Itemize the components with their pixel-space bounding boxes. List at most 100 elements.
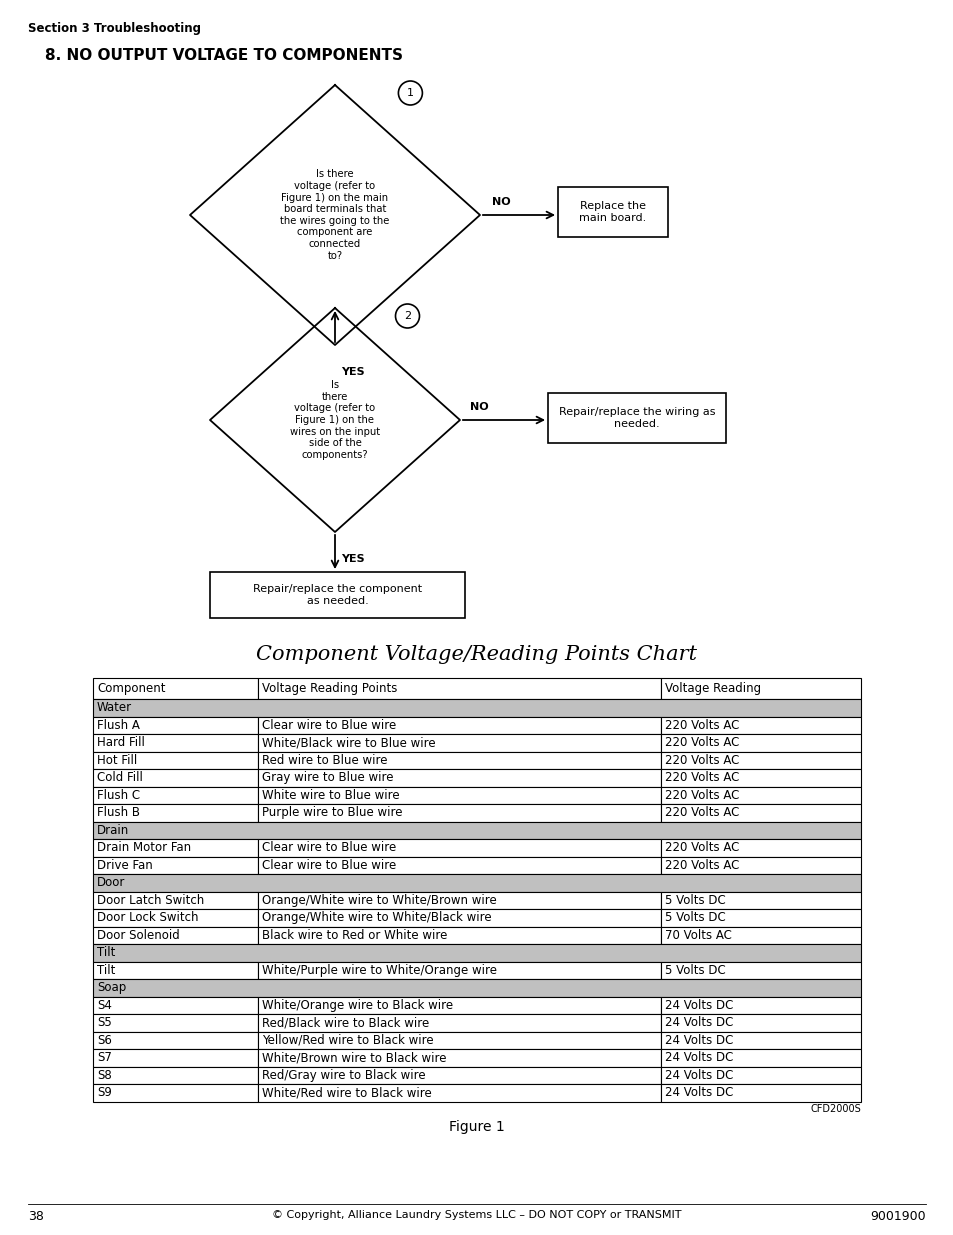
Text: S4: S4 <box>97 999 112 1011</box>
Bar <box>92 1031 258 1049</box>
Bar <box>258 1031 660 1049</box>
Bar <box>660 857 861 874</box>
Text: Cold Fill: Cold Fill <box>97 771 143 784</box>
Bar <box>92 1049 258 1067</box>
Text: Section 3 Troubleshooting: Section 3 Troubleshooting <box>28 22 201 35</box>
Bar <box>660 909 861 926</box>
Bar <box>660 892 861 909</box>
Text: 5 Volts DC: 5 Volts DC <box>664 894 725 906</box>
Text: 2: 2 <box>403 311 411 321</box>
Text: Door Latch Switch: Door Latch Switch <box>97 894 204 906</box>
Text: Repair/replace the component
as needed.: Repair/replace the component as needed. <box>253 584 421 606</box>
Bar <box>660 962 861 979</box>
Text: White wire to Blue wire: White wire to Blue wire <box>262 789 399 802</box>
Text: Clear wire to Blue wire: Clear wire to Blue wire <box>262 841 395 855</box>
Bar <box>258 1084 660 1102</box>
Text: Water: Water <box>97 701 132 714</box>
Bar <box>660 1014 861 1031</box>
Bar <box>660 997 861 1014</box>
Text: Red/Black wire to Black wire: Red/Black wire to Black wire <box>262 1016 429 1029</box>
Bar <box>258 716 660 734</box>
Text: Flush A: Flush A <box>97 719 140 732</box>
Bar <box>258 678 660 699</box>
Bar <box>92 892 258 909</box>
Bar <box>92 997 258 1014</box>
Bar <box>92 839 258 857</box>
Text: 24 Volts DC: 24 Volts DC <box>664 1068 733 1082</box>
Text: Door: Door <box>97 877 125 889</box>
Bar <box>92 787 258 804</box>
Text: YES: YES <box>340 367 364 377</box>
Text: Purple wire to Blue wire: Purple wire to Blue wire <box>262 806 402 819</box>
Text: S5: S5 <box>97 1016 112 1029</box>
Text: 220 Volts AC: 220 Volts AC <box>664 789 739 802</box>
Text: 24 Volts DC: 24 Volts DC <box>664 1016 733 1029</box>
Text: 9001900: 9001900 <box>869 1210 925 1223</box>
Text: 5 Volts DC: 5 Volts DC <box>664 963 725 977</box>
Bar <box>660 1084 861 1102</box>
Text: 70 Volts AC: 70 Volts AC <box>664 929 732 942</box>
Bar <box>92 699 861 716</box>
Bar <box>258 787 660 804</box>
Bar <box>258 752 660 769</box>
Text: 24 Volts DC: 24 Volts DC <box>664 1087 733 1099</box>
Text: White/Brown wire to Black wire: White/Brown wire to Black wire <box>262 1051 446 1065</box>
Bar <box>660 769 861 787</box>
Bar <box>547 393 725 443</box>
Bar <box>258 909 660 926</box>
Text: Clear wire to Blue wire: Clear wire to Blue wire <box>262 858 395 872</box>
Text: Drain: Drain <box>97 824 129 837</box>
Text: 8. NO OUTPUT VOLTAGE TO COMPONENTS: 8. NO OUTPUT VOLTAGE TO COMPONENTS <box>45 48 402 63</box>
Text: White/Orange wire to Black wire: White/Orange wire to Black wire <box>262 999 453 1011</box>
Text: 220 Volts AC: 220 Volts AC <box>664 806 739 819</box>
Bar <box>660 1049 861 1067</box>
Text: 220 Volts AC: 220 Volts AC <box>664 736 739 750</box>
Bar <box>660 787 861 804</box>
Text: Door Solenoid: Door Solenoid <box>97 929 179 942</box>
Bar <box>92 874 861 892</box>
Text: 5 Volts DC: 5 Volts DC <box>664 911 725 924</box>
Text: Tilt: Tilt <box>97 946 115 960</box>
Bar <box>92 734 258 752</box>
Text: Black wire to Red or White wire: Black wire to Red or White wire <box>262 929 447 942</box>
Text: Red wire to Blue wire: Red wire to Blue wire <box>262 753 387 767</box>
Bar <box>92 979 861 997</box>
Text: S7: S7 <box>97 1051 112 1065</box>
Text: Clear wire to Blue wire: Clear wire to Blue wire <box>262 719 395 732</box>
Text: Flush C: Flush C <box>97 789 140 802</box>
Bar <box>660 734 861 752</box>
Text: Replace the
main board.: Replace the main board. <box>578 201 646 222</box>
Bar <box>92 821 861 839</box>
Bar <box>660 752 861 769</box>
Text: Hard Fill: Hard Fill <box>97 736 145 750</box>
Bar <box>258 804 660 821</box>
Text: 24 Volts DC: 24 Volts DC <box>664 1034 733 1047</box>
Text: Orange/White wire to White/Black wire: Orange/White wire to White/Black wire <box>262 911 491 924</box>
Text: 1: 1 <box>407 88 414 98</box>
Text: Repair/replace the wiring as
needed.: Repair/replace the wiring as needed. <box>558 408 715 429</box>
Text: Voltage Reading: Voltage Reading <box>664 682 760 695</box>
Bar <box>660 1031 861 1049</box>
Text: Soap: Soap <box>97 982 126 994</box>
Text: Drive Fan: Drive Fan <box>97 858 152 872</box>
Bar <box>92 678 258 699</box>
Text: Voltage Reading Points: Voltage Reading Points <box>262 682 397 695</box>
Text: White/Red wire to Black wire: White/Red wire to Black wire <box>262 1087 432 1099</box>
Text: 24 Volts DC: 24 Volts DC <box>664 999 733 1011</box>
Text: Gray wire to Blue wire: Gray wire to Blue wire <box>262 771 394 784</box>
Text: 220 Volts AC: 220 Volts AC <box>664 771 739 784</box>
Bar <box>660 804 861 821</box>
Bar <box>258 839 660 857</box>
Bar <box>258 997 660 1014</box>
Text: NO: NO <box>470 403 488 412</box>
Bar <box>660 716 861 734</box>
Text: Yellow/Red wire to Black wire: Yellow/Red wire to Black wire <box>262 1034 434 1047</box>
Text: NO: NO <box>492 198 510 207</box>
Text: Component Voltage/Reading Points Chart: Component Voltage/Reading Points Chart <box>256 645 697 664</box>
Text: Red/Gray wire to Black wire: Red/Gray wire to Black wire <box>262 1068 425 1082</box>
Text: Drain Motor Fan: Drain Motor Fan <box>97 841 191 855</box>
Bar <box>660 678 861 699</box>
Text: Tilt: Tilt <box>97 963 115 977</box>
Bar <box>660 1067 861 1084</box>
Text: © Copyright, Alliance Laundry Systems LLC – DO NOT COPY or TRANSMIT: © Copyright, Alliance Laundry Systems LL… <box>272 1210 681 1220</box>
